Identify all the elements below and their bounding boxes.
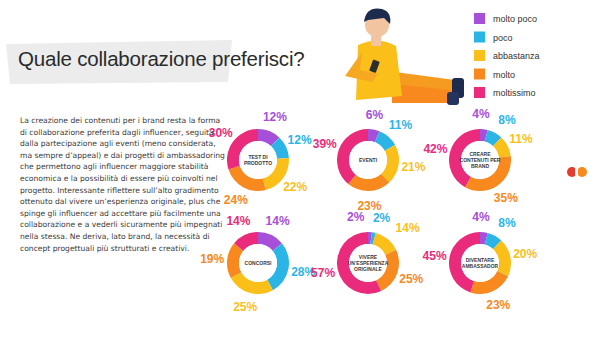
logo-mark xyxy=(577,167,587,177)
data-label: 20% xyxy=(513,247,537,261)
donut-chart xyxy=(449,129,511,191)
logo-mark xyxy=(575,168,578,176)
data-label: 25% xyxy=(233,300,257,314)
legend-label: abbastanza xyxy=(493,51,540,61)
donut-chart xyxy=(449,232,511,294)
data-label: 14% xyxy=(266,214,290,228)
donut-chart xyxy=(337,232,399,294)
legend: molto poco poco abbastanza molto moltissimo xyxy=(474,13,540,98)
data-label: 12% xyxy=(263,110,287,124)
data-label: 22% xyxy=(283,180,307,194)
chart-title: EVENTI xyxy=(346,157,390,163)
data-label: 42% xyxy=(423,142,447,156)
logo-mark xyxy=(567,167,577,177)
data-label: 14% xyxy=(226,214,250,228)
chart-title: DIVENTARE AMBASSADOR xyxy=(458,257,502,269)
data-label: 2% xyxy=(373,211,391,225)
legend-swatch xyxy=(474,69,485,80)
data-label: 23% xyxy=(486,298,510,312)
legend-label: moltissimo xyxy=(493,88,536,98)
data-label: 4% xyxy=(472,107,490,121)
data-label: 45% xyxy=(423,249,447,263)
legend-swatch xyxy=(474,13,485,24)
donut-chart xyxy=(227,232,289,294)
data-label: 21% xyxy=(401,160,425,174)
page: molto poco poco abbastanza molto moltissimo 1… xyxy=(0,0,600,351)
chart-title: CONCORSI xyxy=(236,260,280,266)
hair xyxy=(364,9,390,24)
legend-label: poco xyxy=(493,33,513,43)
data-label: 14% xyxy=(396,221,420,235)
data-label: 39% xyxy=(313,137,337,151)
data-label: 8% xyxy=(498,113,516,127)
chart-title: VIVERE UN’ESPERIENZA ORIGINALE xyxy=(346,254,390,272)
legend-swatch xyxy=(474,87,485,98)
donut-chart xyxy=(227,129,289,191)
title: Quale collaborazione preferisci? xyxy=(18,47,304,71)
logo xyxy=(567,167,587,177)
data-label: 19% xyxy=(200,252,224,266)
data-label: 11% xyxy=(389,118,413,132)
legend-swatch xyxy=(474,32,485,43)
chart-title: CREARE CONTENUTI PER BRAND xyxy=(458,151,502,169)
data-label: 8% xyxy=(498,216,516,230)
chart-title: TEST DI PRODOTTO xyxy=(236,154,280,166)
data-label: 2% xyxy=(347,210,365,224)
neck xyxy=(371,36,381,46)
donut-chart xyxy=(337,129,399,191)
legend-label: molto poco xyxy=(493,14,537,24)
data-label: 4% xyxy=(472,210,490,224)
torso xyxy=(356,41,402,100)
data-label: 24% xyxy=(224,193,248,207)
data-label: 57% xyxy=(311,266,335,280)
data-label: 12% xyxy=(288,133,312,147)
data-label: 35% xyxy=(494,191,518,205)
legend-label: molto xyxy=(493,70,515,80)
shoe xyxy=(447,92,459,105)
legend-swatch xyxy=(474,50,485,61)
data-label: 25% xyxy=(399,272,423,286)
phone xyxy=(369,59,380,73)
data-label: 6% xyxy=(366,108,384,122)
illustration xyxy=(345,9,464,105)
body-text: La creazione dei contenuti per i brand r… xyxy=(20,115,227,254)
data-label: 11% xyxy=(509,132,533,146)
